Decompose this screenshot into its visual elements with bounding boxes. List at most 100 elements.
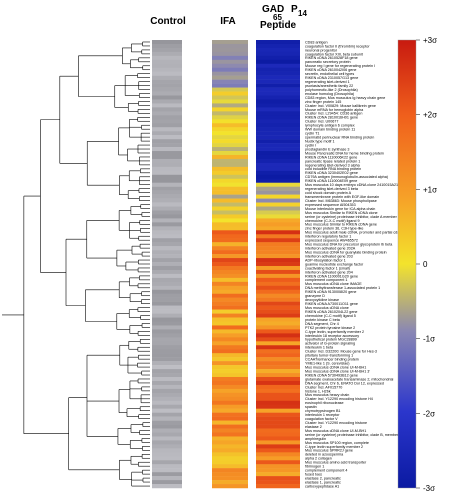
row-label: RIKEN cDNA 2610042I06 gene xyxy=(305,68,356,72)
heatmap-cell-ifa xyxy=(212,329,248,334)
row-label: complement component 4 xyxy=(305,469,347,473)
row-label: cold inducible RNA binding protein xyxy=(305,167,361,171)
heatmap-cell-control xyxy=(152,194,182,199)
heatmap-cell-control xyxy=(152,468,182,473)
heatmap-cell-ifa xyxy=(212,123,248,128)
row-label: regenerating islet-derived 3 alpha xyxy=(305,163,361,167)
row-label: polyhomeotic-like 2 (Drosophila) xyxy=(305,88,358,92)
heatmap-cell-gad-p14 xyxy=(256,361,300,366)
heatmap-cell-gad-p14 xyxy=(256,131,300,136)
heatmap-cell-gad-p14 xyxy=(256,396,300,402)
heatmap-cell-ifa xyxy=(212,281,248,287)
heatmap-cell-ifa xyxy=(212,265,248,271)
heatmap-cell-control xyxy=(152,404,182,409)
heatmap-cell-control xyxy=(152,396,182,402)
heatmap-cell-gad-p14 xyxy=(256,139,300,144)
heatmap-cell-control xyxy=(152,206,182,211)
heatmap-cell-ifa xyxy=(212,222,248,227)
heatmap-cell-control xyxy=(152,51,182,57)
heatmap-cell-gad-p14 xyxy=(256,218,300,223)
heatmap-cell-ifa xyxy=(212,226,248,231)
row-label: pituitary tumor-transforming 1 xyxy=(305,354,353,358)
heatmap-cell-gad-p14 xyxy=(256,480,300,485)
heatmap-cell-gad-p14 xyxy=(256,222,300,227)
heatmap-cell-gad-p14 xyxy=(256,151,300,156)
row-label: zinc finger protein 145 xyxy=(305,100,341,104)
heatmap-cell-gad-p14 xyxy=(256,412,300,417)
row-label: elastase 2 xyxy=(305,425,322,429)
heatmap-cell-gad-p14 xyxy=(256,202,300,207)
heatmap-cell-ifa xyxy=(212,162,248,168)
heatmap-cell-control xyxy=(152,242,182,247)
heatmap-cell-gad-p14 xyxy=(256,75,300,80)
heatmap-cell-control xyxy=(152,289,182,294)
heatmap-cell-gad-p14 xyxy=(256,178,300,183)
heatmap-cell-gad-p14 xyxy=(256,111,300,116)
heatmap-cell-gad-p14 xyxy=(256,238,300,243)
heatmap-cell-ifa xyxy=(212,392,248,398)
row-label: Cluster Incl. Y12290 encoding histone H4 xyxy=(305,397,373,401)
row-label: coagulation factor V xyxy=(305,417,338,421)
heatmap-cell-gad-p14 xyxy=(256,254,300,259)
row-label: fused toes xyxy=(305,473,322,477)
heatmap-cell-control xyxy=(152,246,182,251)
heatmap-cell-ifa xyxy=(212,317,248,322)
heatmap-cell-gad-p14 xyxy=(256,79,300,84)
heatmap-cell-control xyxy=(152,166,182,172)
colorbar-tick-label: -3σ xyxy=(423,484,435,493)
heatmap-cell-ifa xyxy=(212,230,248,235)
heatmap-cell-control xyxy=(152,321,182,326)
heatmap-cell-control xyxy=(152,174,182,180)
heatmap-cell-gad-p14 xyxy=(256,91,300,96)
heatmap-cell-gad-p14 xyxy=(256,119,300,124)
heatmap-cell-ifa xyxy=(212,325,248,330)
row-label: RIKEN cDNA 2610528F18 gene xyxy=(305,56,358,60)
heatmap-cell-ifa xyxy=(212,127,248,132)
heatmap-cell-gad-p14 xyxy=(256,281,300,287)
row-label: interferon activated gene 204 xyxy=(305,270,353,274)
row-label: Mus musculus cDNA for guanylate binding … xyxy=(305,250,387,254)
heatmap-cell-ifa xyxy=(212,51,248,57)
row-label: complement component 1 xyxy=(305,278,347,282)
row-label: eosinophil ribonuclease xyxy=(305,401,344,405)
heatmap-cell-control xyxy=(152,388,182,394)
row-label: amphiregulin xyxy=(305,437,326,441)
heatmap-cell-gad-p14 xyxy=(256,444,300,449)
heatmap-cell-control xyxy=(152,412,182,417)
heatmap-cell-ifa xyxy=(212,198,248,203)
heatmap-cell-gad-p14 xyxy=(256,51,300,57)
heatmap-cell-control xyxy=(152,392,182,398)
row-label: interferon activated gene 202A xyxy=(305,247,356,251)
heatmap-cell-control xyxy=(152,262,182,267)
heatmap-cell-control xyxy=(152,297,182,302)
heatmap-cell-ifa xyxy=(212,111,248,116)
heatmap-cell-gad-p14 xyxy=(256,484,300,489)
heatmap-cell-ifa xyxy=(212,170,248,176)
heatmap-cell-gad-p14 xyxy=(256,369,300,374)
heatmap-cell-gad-p14 xyxy=(256,460,300,465)
heatmap-cell-ifa xyxy=(212,396,248,402)
heatmap-cell-control xyxy=(152,349,182,354)
heatmap-cell-control xyxy=(152,238,182,243)
heatmap-cell-gad-p14 xyxy=(256,408,300,413)
heatmap-cell-ifa xyxy=(212,456,248,461)
row-label: regenerating islet-derived 3 beta xyxy=(305,187,359,191)
heatmap-cell-gad-p14 xyxy=(256,214,300,219)
heatmap-cell-control xyxy=(152,353,182,358)
heatmap-cell-control xyxy=(152,147,182,152)
heatmap-cell-control xyxy=(152,162,182,168)
heatmap-cell-ifa xyxy=(212,472,248,477)
heatmap-cell-gad-p14 xyxy=(256,472,300,477)
heatmap-cell-gad-p14 xyxy=(256,428,300,433)
row-label: Mus musculus cDNA clone xyxy=(305,306,349,310)
heatmap-cell-control xyxy=(152,218,182,223)
heatmap-cell-gad-p14 xyxy=(256,154,300,160)
heatmap-cell-gad-p14 xyxy=(256,71,300,76)
heatmap-cell-control xyxy=(152,456,182,461)
heatmap-cell-control xyxy=(152,309,182,314)
heatmap-cell-gad-p14 xyxy=(256,273,300,279)
row-label: coagulation factor II (thrombin) recepto… xyxy=(305,44,370,48)
heatmap-cell-gad-p14 xyxy=(256,309,300,314)
heatmap-cell-ifa xyxy=(212,293,248,298)
heatmap-cell-gad-p14 xyxy=(256,226,300,231)
